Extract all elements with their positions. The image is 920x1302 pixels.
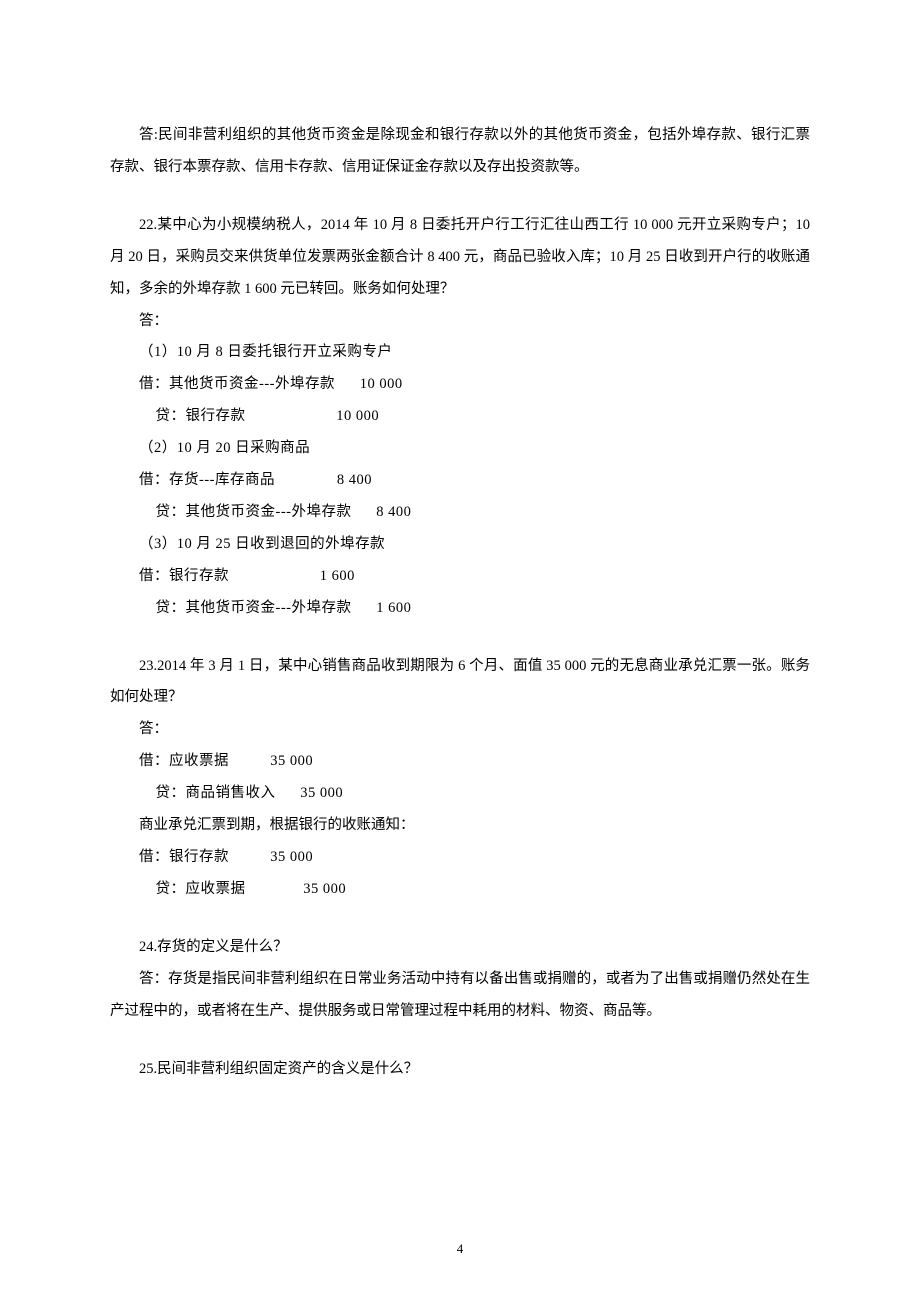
- q22-line: 贷：其他货币资金---外埠存款 1 600: [110, 593, 810, 625]
- q23-text: 23.2014 年 3 月 1 日，某中心销售商品收到期限为 6 个月、面值 3…: [110, 651, 810, 715]
- q22-line: 借：银行存款 1 600: [110, 561, 810, 593]
- q25-text: 25.民间非营利组织固定资产的含义是什么？: [110, 1054, 810, 1086]
- q22-line: （2）10 月 20 日采购商品: [110, 433, 810, 465]
- q22-answer-label: 答：: [110, 306, 810, 338]
- q22-line: 贷：其他货币资金---外埠存款 8 400: [110, 497, 810, 529]
- q23-line: 商业承兑汇票到期，根据银行的收账通知：: [110, 810, 810, 842]
- q22-line: 贷：银行存款 10 000: [110, 401, 810, 433]
- q23-line: 借：银行存款 35 000: [110, 842, 810, 874]
- q22-text: 22.某中心为小规模纳税人，2014 年 10 月 8 日委托开户行工行汇往山西…: [110, 210, 810, 306]
- q23-line: 贷：应收票据 35 000: [110, 874, 810, 906]
- q23-entries: 借：应收票据 35 000 贷：商品销售收入 35 000 商业承兑汇票到期，根…: [110, 746, 810, 905]
- q24-answer: 答：存货是指民间非营利组织在日常业务活动中持有以备出售或捐赠的，或者为了出售或捐…: [110, 964, 810, 1028]
- q24-text: 24.存货的定义是什么？: [110, 932, 810, 964]
- q23-line: 贷：商品销售收入 35 000: [110, 778, 810, 810]
- q22-line: 借：存货---库存商品 8 400: [110, 465, 810, 497]
- q22-line: （1）10 月 8 日委托银行开立采购专户: [110, 337, 810, 369]
- q22-line: 借：其他货币资金---外埠存款 10 000: [110, 369, 810, 401]
- q23-line: 借：应收票据 35 000: [110, 746, 810, 778]
- page-number: 4: [0, 1235, 920, 1264]
- q22-entries: （1）10 月 8 日委托银行开立采购专户 借：其他货币资金---外埠存款 10…: [110, 337, 810, 624]
- q23-answer-label: 答：: [110, 714, 810, 746]
- q22-line: （3）10 月 25 日收到退回的外埠存款: [110, 529, 810, 561]
- q21-answer: 答:民间非营利组织的其他货币资金是除现金和银行存款以外的其他货币资金，包括外埠存…: [110, 120, 810, 184]
